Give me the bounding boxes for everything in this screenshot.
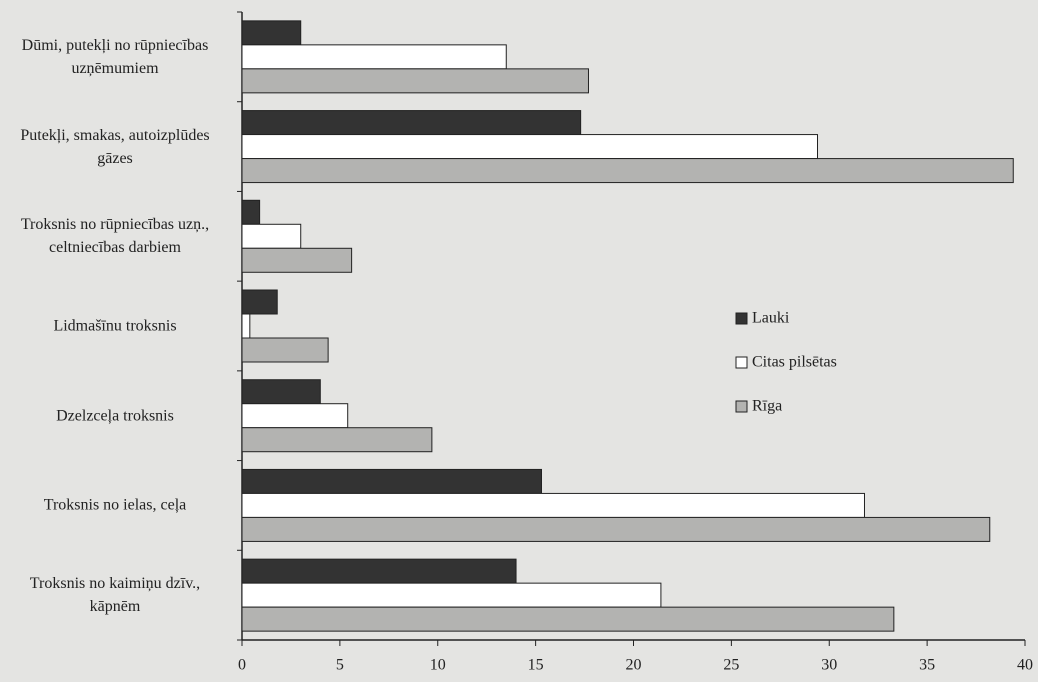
category-label: Dūmi, putekļi no rūpniecības uzņēmumiem [21,36,209,77]
bar [241,427,433,453]
x-tick-label: 40 [1017,657,1033,674]
legend-label: Lauki [752,310,790,327]
category-label: Putekļi, smakas, autoizplūdes gāzes [20,126,210,167]
x-tick-label: 10 [430,657,446,674]
x-tick-label: 20 [626,657,642,674]
x-tick-label: 25 [723,657,739,674]
category-label: Lidmašīnu troksnis [53,317,177,335]
bar [241,110,582,136]
legend-label: Rīga [752,398,782,415]
category-label: Troksnis no rūpniecības uzņ., celtniecīb… [20,216,210,257]
bar [241,337,329,363]
x-tick-label: 35 [919,657,935,674]
bar [241,68,589,94]
legend-label: Citas pilsētas [752,354,837,371]
x-tick-label: 15 [528,657,544,674]
x-tick-label: 0 [238,657,246,674]
bar [241,44,507,70]
x-tick-label: 5 [336,657,344,674]
bar [241,313,251,339]
bar [241,20,302,46]
bar [241,199,261,225]
bar [241,558,517,584]
bar [241,134,819,160]
bar [241,379,321,405]
bar [241,158,1014,184]
x-tick-label: 30 [821,657,837,674]
legend-swatch [735,400,748,413]
bar [241,247,353,273]
bar [241,492,865,518]
category-label: Dzelzceļa troksnis [56,407,174,425]
bar [241,403,349,429]
bar [241,606,895,632]
category-label: Troksnis no ielas, ceļa [43,496,187,514]
category-label: Troksnis no kaimiņu dzīv., kāpnēm [29,575,201,616]
bar [241,223,302,249]
legend-swatch [735,312,748,325]
bar [241,289,278,315]
bar [241,582,662,608]
bar [241,516,991,542]
bar [241,468,542,494]
legend-swatch [735,356,748,369]
